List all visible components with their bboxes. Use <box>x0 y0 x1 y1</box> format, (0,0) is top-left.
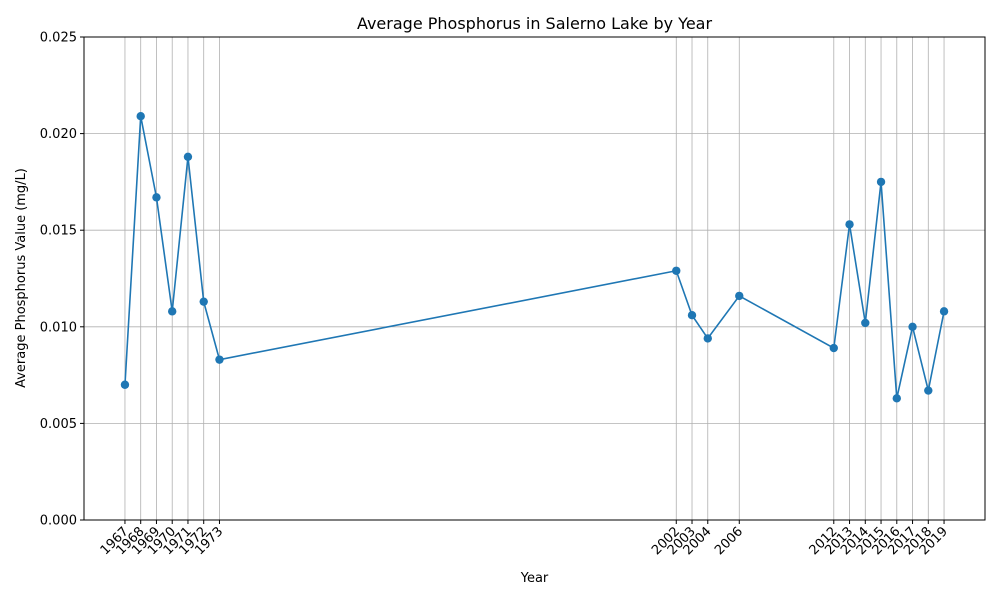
grid-layer <box>84 36 985 521</box>
data-point <box>876 177 886 187</box>
data-point <box>168 307 177 316</box>
data-point <box>861 318 870 328</box>
y-tick-label: 0.005 <box>40 417 77 432</box>
y-tick-label: 0.020 <box>40 127 77 142</box>
data-point <box>845 220 854 229</box>
y-tick-label: 0.015 <box>40 224 77 239</box>
data-point <box>120 380 130 389</box>
data-point <box>924 386 933 395</box>
y-tick-label: 0.010 <box>40 320 77 335</box>
data-point <box>829 343 838 353</box>
data-point <box>672 266 681 275</box>
data-point <box>939 307 949 316</box>
series-layer <box>120 112 949 403</box>
axes-layer <box>83 36 986 521</box>
y-tick-label: 0.025 <box>40 31 77 46</box>
data-point <box>735 291 744 301</box>
data-point <box>183 152 193 161</box>
data-point <box>199 297 208 306</box>
series-line <box>124 116 945 399</box>
data-point <box>892 394 901 403</box>
x-axis-label: Year <box>520 571 549 586</box>
chart-title: Average Phosphorus in Salerno Lake by Ye… <box>357 14 713 33</box>
ticks-layer: 0.0000.0050.0100.0150.0200.0251967196819… <box>40 31 951 559</box>
data-point <box>215 355 224 364</box>
data-point <box>908 322 917 331</box>
data-point <box>703 334 712 343</box>
data-point <box>136 112 145 121</box>
y-tick-label: 0.000 <box>40 514 77 529</box>
plot-frame <box>83 36 986 521</box>
data-point <box>687 311 697 320</box>
data-point <box>152 193 161 202</box>
x-tick-label: 2006 <box>712 524 746 558</box>
y-axis-label: Average Phosphorus Value (mg/L) <box>14 168 29 388</box>
